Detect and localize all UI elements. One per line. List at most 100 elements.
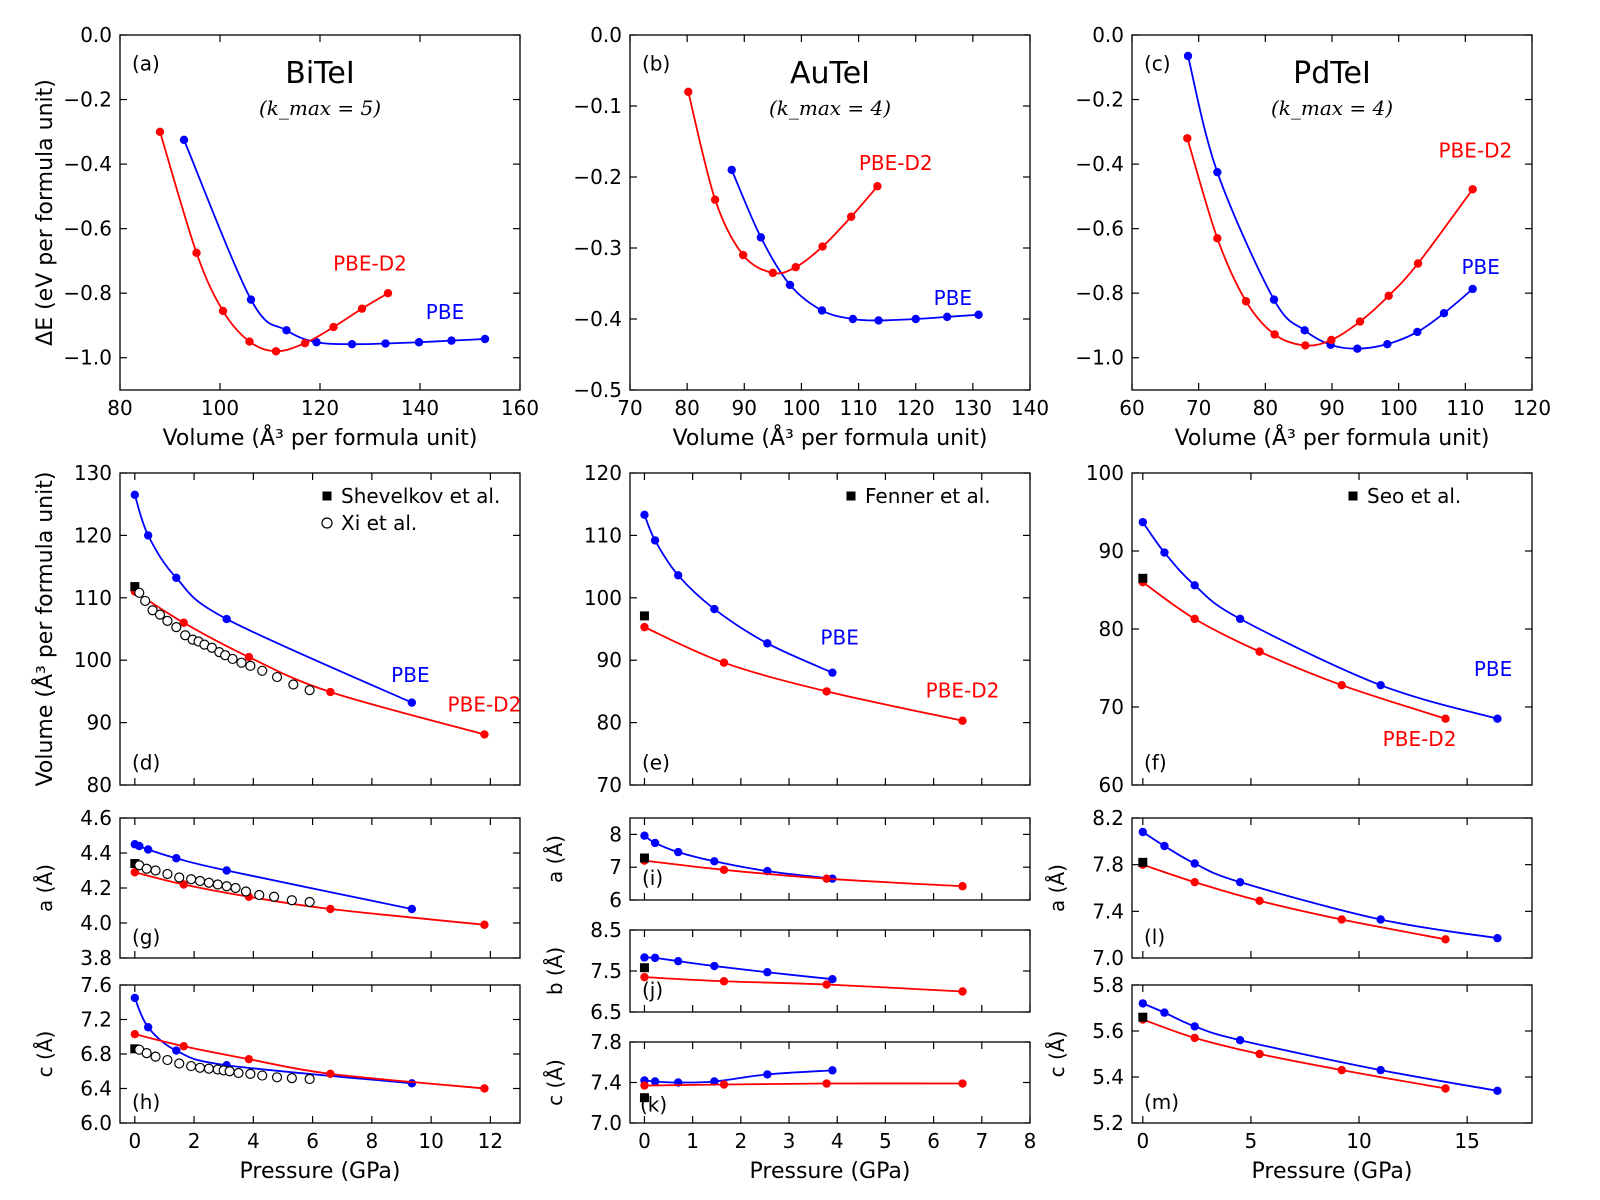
data-point-pbe-d2 — [1301, 341, 1310, 350]
marker-exp-circle — [180, 630, 191, 641]
x-axis-label: Volume (Å³ per formula unit) — [673, 424, 988, 451]
data-point-pbe-d2 — [130, 868, 140, 877]
y-tick-label: 6.8 — [80, 1042, 112, 1066]
marker-exp-circle — [268, 891, 280, 902]
data-point-pbe-d2 — [958, 987, 967, 996]
data-point-pbe-d2 — [958, 716, 967, 725]
series-line-pbe-d2 — [134, 1033, 485, 1090]
data-point-pbe-d2 — [383, 288, 393, 298]
data-point-pbe-d2 — [710, 195, 720, 204]
marker-exp-circle — [233, 1067, 244, 1079]
legend-marker-circle — [321, 517, 333, 529]
marker-exp-circle — [141, 863, 152, 874]
data-point-pbe — [828, 668, 837, 677]
x-tick-label: 90 — [732, 396, 757, 420]
x-tick-label: 1 — [686, 1129, 699, 1153]
x-tick-label: 140 — [1011, 396, 1049, 420]
data-point-pbe-d2 — [329, 322, 338, 332]
data-point-pbe-d2 — [640, 972, 649, 982]
data-point-pbe — [1493, 1086, 1502, 1096]
y-tick-label: 70 — [597, 773, 622, 797]
data-point-pbe-d2 — [640, 622, 649, 632]
marker-exp-circle — [186, 874, 197, 885]
data-point-pbe-d2 — [1441, 714, 1450, 723]
y-tick-label: 120 — [74, 523, 112, 547]
y-tick-label: 0.0 — [80, 23, 112, 47]
data-point-pbe — [1439, 308, 1449, 318]
y-tick-label: 0.0 — [590, 23, 622, 47]
data-point-pbe-d2 — [1441, 935, 1450, 944]
data-point-pbe — [1138, 827, 1148, 837]
data-point-pbe-d2 — [326, 904, 335, 914]
y-axis-label: Volume (Å³ per formula unit) — [31, 472, 58, 787]
data-point-pbe — [246, 295, 256, 304]
data-point-pbe — [650, 953, 660, 963]
marker-exp-circle — [230, 882, 241, 894]
marker-exp-square — [639, 963, 649, 973]
data-point-pbe-d2 — [1190, 877, 1199, 887]
x-axis-label: Volume (Å³ per formula unit) — [163, 424, 478, 451]
legend-marker-square — [1348, 491, 1358, 501]
marker-exp-square — [130, 582, 140, 592]
x-tick-label: 120 — [301, 396, 339, 420]
series-label-pbe: PBE — [391, 663, 429, 687]
y-axis-label: b (Å) — [543, 947, 567, 995]
y-tick-label: 8 — [609, 822, 622, 846]
marker-exp-circle — [227, 653, 238, 665]
x-tick-label: 5 — [1245, 1129, 1258, 1153]
panel-label: (h) — [132, 1090, 160, 1114]
series-line-pbe-d2 — [1142, 863, 1446, 941]
data-point-pbe — [1413, 327, 1422, 337]
data-point-pbe — [710, 857, 719, 866]
marker-exp-square — [639, 611, 649, 621]
x-tick-label: 90 — [1319, 396, 1344, 420]
x-tick-label: 80 — [107, 396, 132, 420]
series-line-pbe — [643, 514, 833, 674]
y-tick-label: 90 — [1099, 539, 1124, 563]
y-tick-label: 4.2 — [80, 876, 112, 900]
data-point-pbe-d2 — [245, 337, 254, 346]
data-point-pbe — [1160, 1008, 1169, 1017]
data-point-pbe-d2 — [846, 212, 856, 221]
series-label-pbe-d2: PBE-D2 — [333, 252, 407, 276]
data-point-pbe-d2 — [179, 880, 188, 889]
marker-exp-circle — [162, 1054, 173, 1066]
series-label-pbe-d2: PBE-D2 — [926, 679, 1000, 703]
marker-exp-circle — [141, 1048, 152, 1059]
data-point-pbe — [650, 1077, 660, 1086]
y-tick-label: 0.0 — [1092, 23, 1124, 47]
y-tick-label: −0.2 — [63, 88, 112, 112]
data-point-pbe-d2 — [1337, 915, 1346, 924]
series-line-pbe-d2 — [1142, 581, 1446, 720]
marker-exp-circle — [221, 881, 232, 892]
data-point-pbe-d2 — [958, 1079, 967, 1088]
marker-exp-circle — [147, 605, 158, 616]
marker-exp-circle — [186, 1060, 197, 1072]
data-point-pbe-d2 — [738, 250, 748, 260]
x-tick-label: 0 — [128, 1129, 141, 1153]
marker-exp-circle — [257, 1070, 268, 1081]
marker-exp-circle — [203, 1063, 214, 1074]
data-point-pbe — [673, 847, 683, 857]
panel-label: (j) — [642, 978, 663, 1002]
plot-frame — [1131, 984, 1533, 1124]
data-point-pbe — [312, 338, 321, 347]
data-point-pbe-d2 — [480, 1084, 489, 1093]
series-label-pbe-d2: PBE-D2 — [1383, 727, 1457, 751]
series-line-pbe-d2 — [134, 871, 485, 926]
y-tick-label: 110 — [584, 523, 622, 547]
y-tick-label: 5.8 — [1092, 973, 1124, 997]
data-point-pbe — [848, 314, 858, 324]
data-point-pbe-d2 — [155, 127, 165, 137]
series-line-pbe-d2 — [644, 1082, 963, 1087]
y-tick-label: 3.8 — [80, 946, 112, 970]
data-point-pbe — [1190, 1022, 1199, 1031]
panel-label: (a) — [132, 52, 160, 76]
data-point-pbe — [828, 975, 837, 984]
data-point-pbe-d2 — [1183, 134, 1192, 143]
data-point-pbe — [1235, 877, 1245, 887]
data-point-pbe — [710, 961, 719, 971]
x-tick-label: 0 — [638, 1129, 651, 1153]
data-point-pbe — [172, 1046, 181, 1055]
data-point-pbe — [1138, 999, 1148, 1008]
